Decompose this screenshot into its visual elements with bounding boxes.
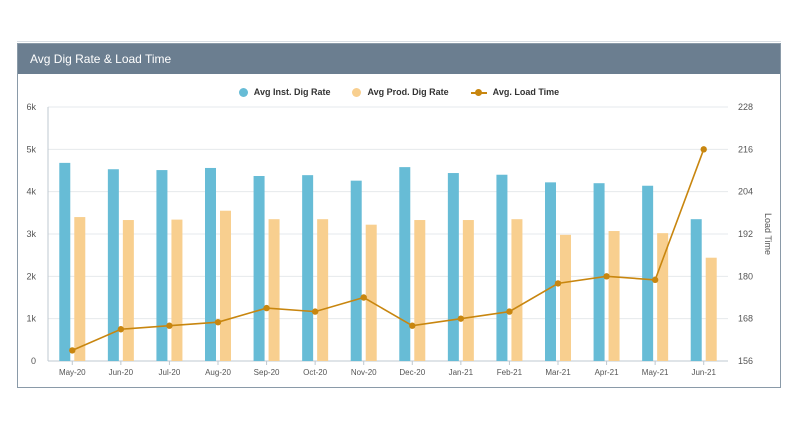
load-time-point	[263, 304, 270, 312]
y-right-tick-label: 156	[738, 356, 753, 366]
y-right-tick-label: 216	[738, 144, 753, 154]
x-tick-label: Apr-21	[595, 368, 620, 377]
x-tick-label: Oct-20	[303, 368, 328, 377]
load-time-point	[214, 318, 222, 326]
bar-prod-dig-rate	[414, 220, 426, 361]
bar-prod-dig-rate	[220, 210, 231, 361]
bar-inst-dig-rate	[302, 175, 314, 361]
y-left-tick-label: 5k	[26, 144, 36, 154]
load-time-point	[166, 322, 173, 329]
load-time-point	[506, 308, 513, 315]
x-tick-label: Jul-20	[159, 368, 181, 377]
x-tick-label: Dec-20	[399, 368, 425, 377]
bar-inst-dig-rate	[642, 185, 654, 361]
x-tick-label: Sep-20	[254, 368, 280, 377]
bar-prod-dig-rate	[657, 233, 669, 361]
bar-prod-dig-rate	[608, 231, 620, 361]
top-rule	[17, 41, 781, 42]
x-tick-label: Nov-20	[351, 368, 377, 377]
bar-inst-dig-rate	[399, 167, 411, 361]
y-right-tick-label: 228	[738, 102, 753, 112]
x-tick-label: Mar-21	[545, 368, 571, 377]
chart-panel: Avg Dig Rate & Load Time Avg Inst. Dig R…	[17, 43, 781, 388]
bar-prod-dig-rate	[705, 257, 717, 361]
load-time-point	[69, 347, 76, 354]
bar-prod-dig-rate	[560, 234, 571, 361]
bar-inst-dig-rate	[496, 174, 508, 361]
legend-inst-marker	[238, 87, 248, 97]
bar-prod-dig-rate	[511, 219, 523, 361]
load-time-point	[554, 280, 562, 287]
load-time-point	[311, 308, 319, 315]
y-right-tick-label: 168	[738, 314, 753, 324]
x-tick-label: May-21	[642, 368, 669, 377]
bar-prod-dig-rate	[365, 224, 377, 361]
y-left-tick-label: 6k	[26, 102, 36, 112]
bar-inst-dig-rate	[593, 183, 605, 361]
legend-item-load[interactable]: Avg. Load Time	[470, 87, 560, 97]
x-tick-label: May-20	[59, 368, 86, 377]
bar-prod-dig-rate	[462, 220, 474, 361]
legend-load-label: Avg. Load Time	[492, 87, 560, 97]
x-tick-label: Feb-21	[497, 368, 523, 377]
bar-inst-dig-rate	[545, 182, 556, 361]
bar-inst-dig-rate	[350, 180, 362, 361]
bar-prod-dig-rate	[74, 217, 86, 361]
y-right-tick-label: 204	[738, 187, 753, 197]
bar-prod-dig-rate	[317, 219, 329, 361]
y-left-tick-label: 2k	[26, 271, 36, 281]
bar-inst-dig-rate	[447, 173, 459, 361]
bar-prod-dig-rate	[122, 220, 134, 361]
load-time-point	[700, 146, 707, 153]
y-right-tick-label: 192	[738, 229, 753, 239]
bar-inst-dig-rate	[156, 170, 168, 361]
legend-prod-label: Avg Prod. Dig Rate	[367, 87, 449, 97]
x-tick-label: Jun-20	[109, 368, 134, 377]
load-time-point	[651, 276, 659, 284]
load-time-line	[71, 149, 705, 352]
legend-prod-marker	[352, 87, 362, 97]
load-time-point	[360, 294, 367, 301]
bar-inst-dig-rate	[690, 219, 702, 361]
y-left-tick-label: 3k	[26, 229, 36, 239]
panel-title: Avg Dig Rate & Load Time	[18, 44, 780, 74]
chart-legend: Avg Inst. Dig Rate Avg Prod. Dig Rate Av…	[18, 84, 780, 100]
load-time-point	[117, 326, 125, 333]
load-time-point	[457, 315, 465, 322]
y-right-axis-label: Load Time	[763, 213, 773, 255]
bar-inst-dig-rate	[107, 169, 119, 361]
y-left-tick-label: 1k	[26, 314, 36, 324]
x-tick-label: Jun-21	[691, 368, 716, 377]
y-left-tick-label: 0	[31, 356, 36, 366]
legend-item-prod[interactable]: Avg Prod. Dig Rate	[352, 87, 449, 97]
bar-inst-dig-rate	[253, 176, 265, 361]
bar-prod-dig-rate	[171, 219, 183, 361]
y-left-tick-label: 4k	[26, 187, 36, 197]
legend-item-inst[interactable]: Avg Inst. Dig Rate	[238, 87, 331, 97]
load-time-point	[603, 273, 610, 280]
x-tick-label: Jan-21	[449, 368, 474, 377]
y-right-tick-label: 180	[738, 271, 753, 281]
bar-prod-dig-rate	[268, 219, 280, 361]
x-tick-label: Aug-20	[205, 368, 231, 377]
legend-inst-label: Avg Inst. Dig Rate	[253, 87, 331, 97]
legend-load-marker	[470, 88, 487, 97]
bar-inst-dig-rate	[205, 167, 216, 361]
bar-inst-dig-rate	[59, 162, 71, 361]
load-time-point	[409, 322, 416, 329]
